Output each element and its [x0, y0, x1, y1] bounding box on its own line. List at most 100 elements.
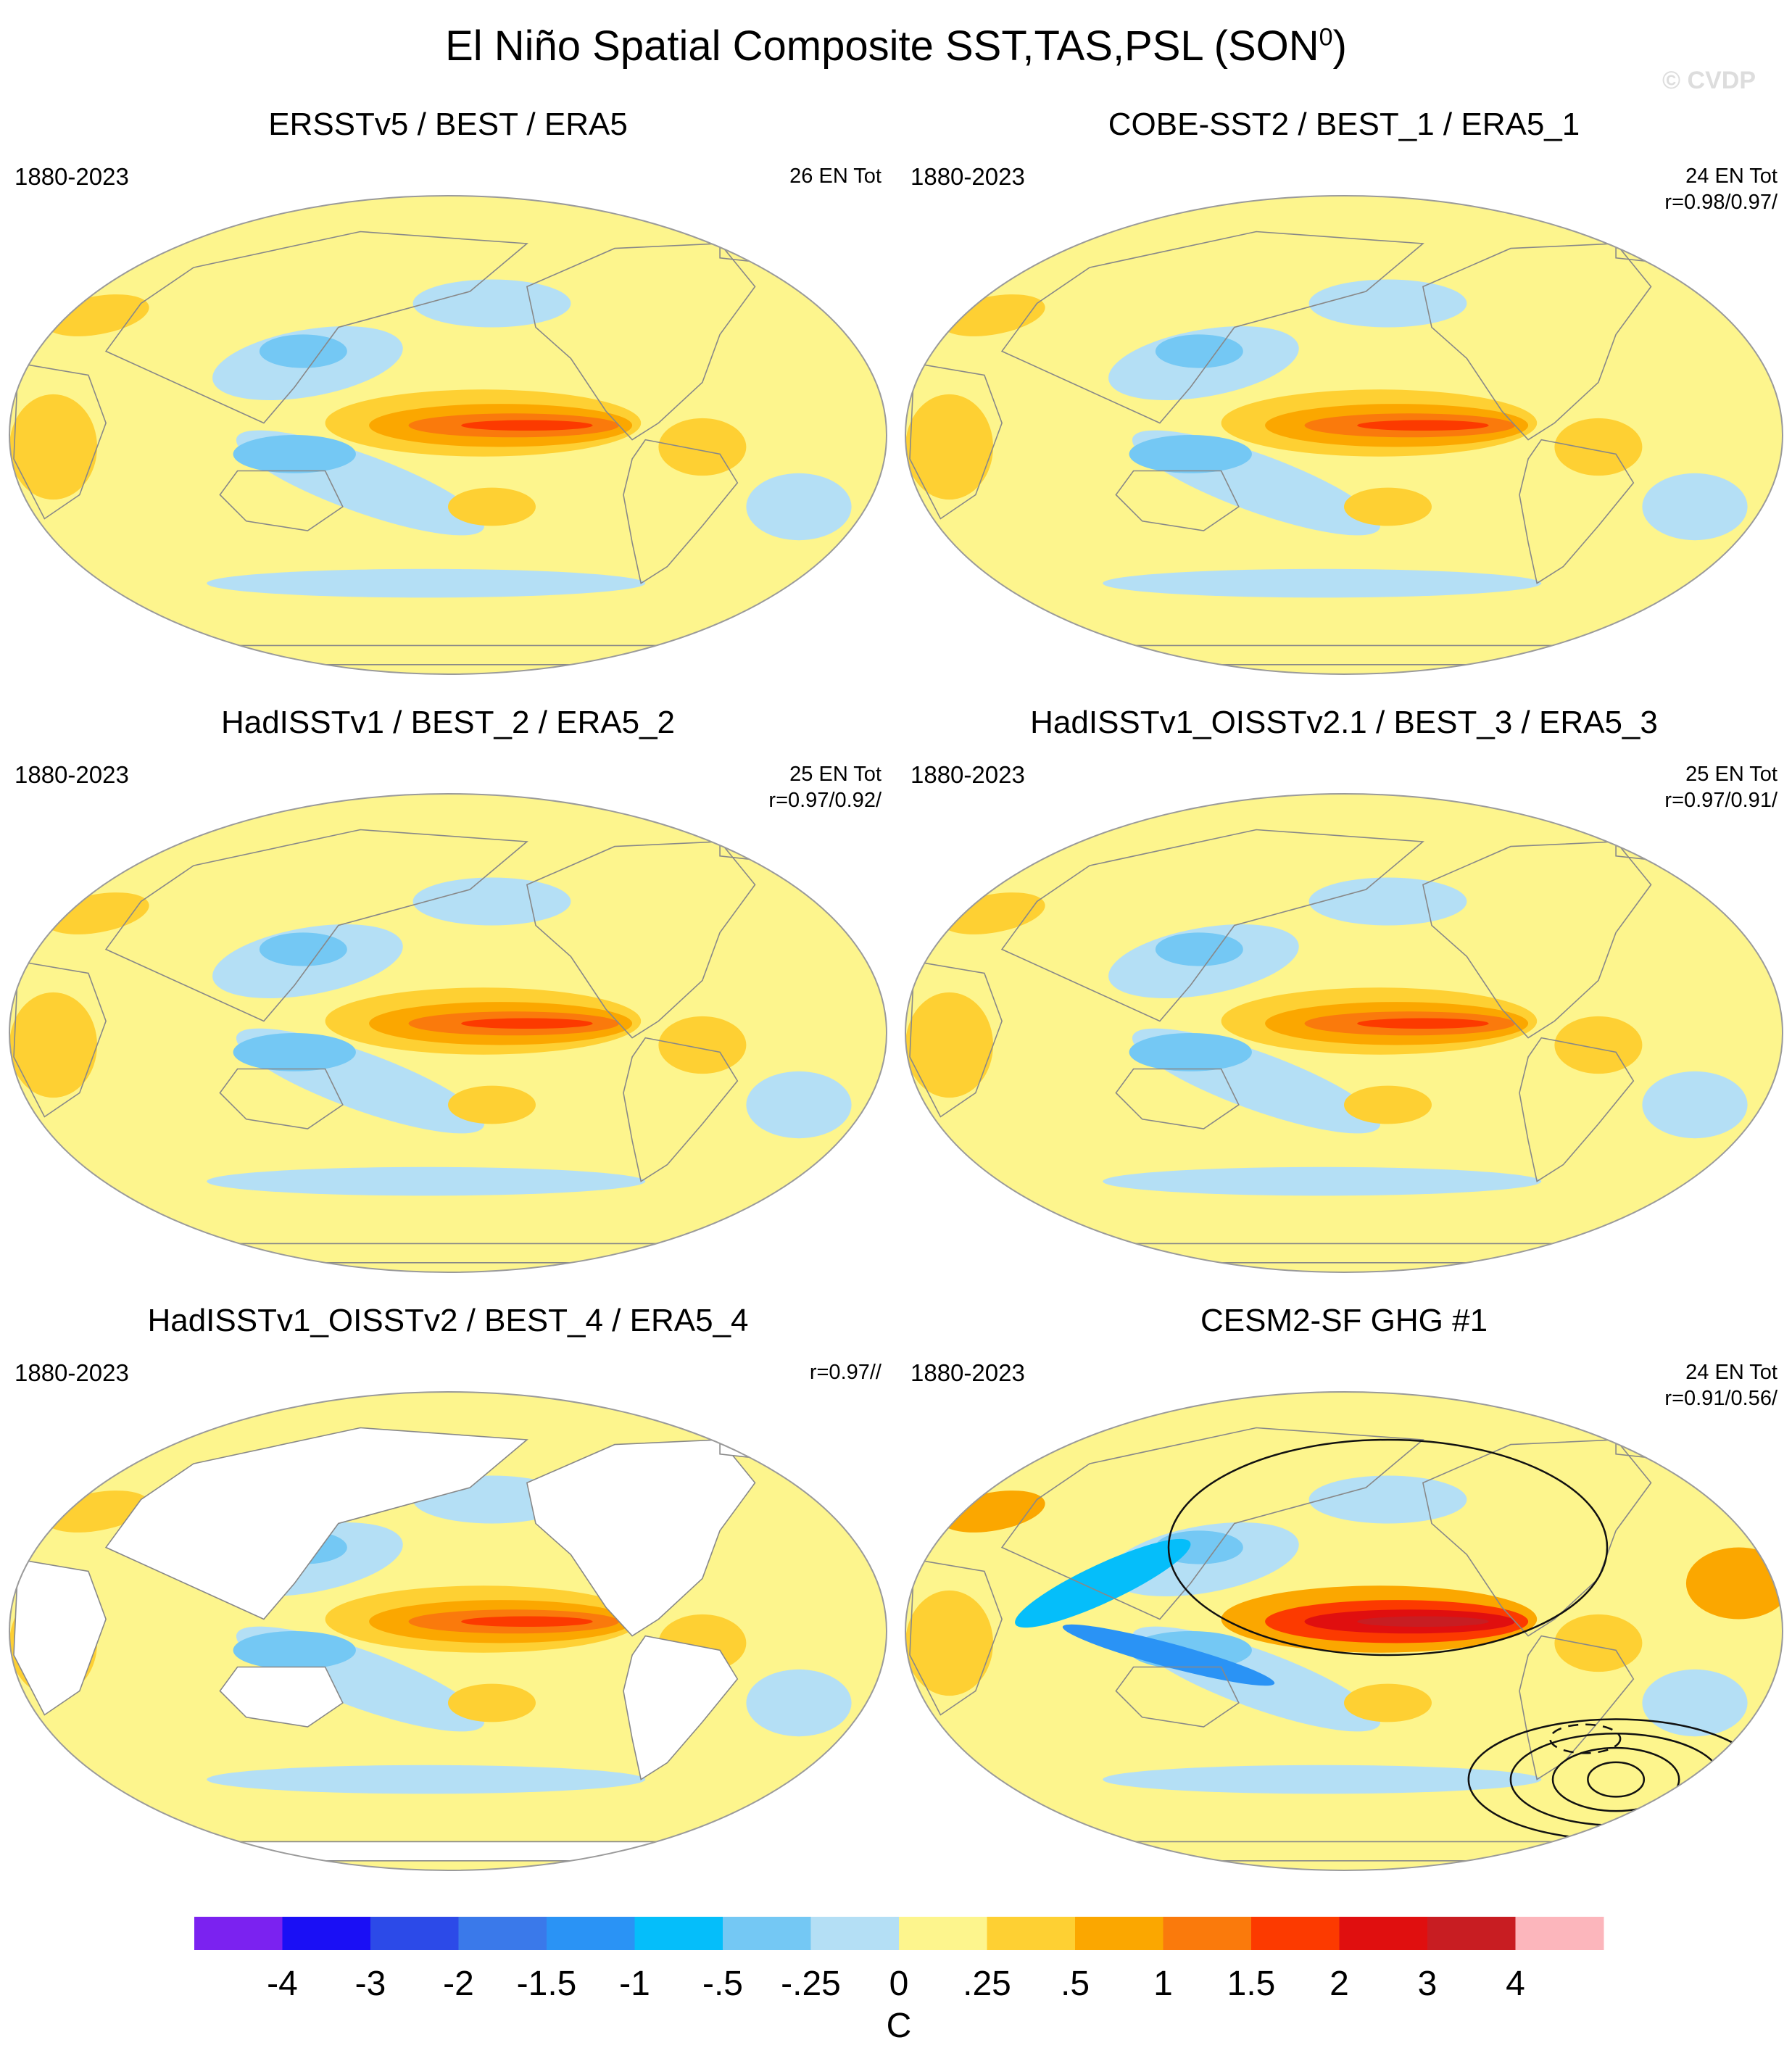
north-america-land [1422, 841, 1652, 1039]
map-outline [9, 195, 887, 675]
amazon-warm [1554, 1614, 1643, 1672]
colorbar-tick-label: 4 [1506, 1965, 1525, 2003]
amazon-warm [1554, 418, 1643, 476]
asia-land [1000, 829, 1424, 1022]
north-america-land [526, 1439, 756, 1637]
panel-stats: 25 EN Tot r=0.97/0.91/ [1664, 763, 1778, 812]
colorbar-tick-label: .25 [963, 1965, 1011, 2003]
maritime-continent-cool [1062, 1624, 1275, 1686]
north-america-land [1422, 243, 1652, 441]
nino-tongue-peak [461, 1616, 593, 1628]
warm-pool-cool [1129, 1033, 1252, 1071]
colorbar-tick-label: .5 [1061, 1965, 1090, 2003]
panel-stats: 25 EN Tot r=0.97/0.92/ [768, 763, 882, 812]
colorbar-swatch [1075, 1917, 1163, 1950]
indian-ocean-warm [9, 992, 97, 1098]
panel-years: 1880-2023 [910, 1359, 1025, 1386]
indian-ocean-warm [905, 992, 993, 1098]
colorbar-swatch [1339, 1917, 1428, 1950]
south-pacific-warm [1344, 1683, 1432, 1722]
southern-ocean-cool [1103, 1765, 1542, 1794]
panel-years: 1880-2023 [910, 761, 1025, 788]
africa-land [13, 362, 107, 520]
kuroshio-cool-core [259, 932, 347, 966]
amazon-warm [658, 1016, 747, 1074]
south-pacific-warm [448, 487, 536, 526]
southern-ocean-cool [1103, 568, 1542, 598]
south-america-land [623, 439, 739, 584]
map-panel-cesm2-sf-ghg: CESM2-SF GHG #1 1880-2023 24 EN Tot r=0.… [896, 1301, 1792, 1903]
colorbar-tick-label: -1.5 [517, 1965, 577, 2003]
west-pacific-cool [1015, 1538, 1191, 1628]
africa-land [909, 1559, 1003, 1716]
australia-land [219, 470, 344, 531]
cvdp-watermark: © CVDP [1662, 67, 1756, 94]
north-pacific-cool [1308, 1475, 1467, 1524]
composite-map [905, 1391, 1783, 1871]
map-panel-cobe-sst2: COBE-SST2 / BEST_1 / ERA5_1 1880-2023 24… [896, 105, 1792, 707]
asia-land [104, 829, 528, 1022]
colorbar-swatch [987, 1917, 1076, 1950]
warm-pool-cool [233, 1033, 356, 1071]
asia-land [104, 231, 528, 424]
south-pacific-warm [1344, 1085, 1432, 1124]
africa-land [13, 1559, 107, 1716]
south-america-land [1519, 1037, 1635, 1182]
australia-land [219, 1666, 344, 1728]
south-america-land [623, 1037, 739, 1182]
nino-tongue-peak [1357, 420, 1489, 431]
composite-map [9, 793, 887, 1273]
southern-ocean-cool [1103, 1166, 1542, 1196]
psl-contour-broad [1167, 1438, 1609, 1657]
amazon-warm [658, 418, 747, 476]
colorbar-tick-label: -4 [267, 1965, 298, 2003]
colorbar-swatch [194, 1917, 283, 1950]
map-outline [905, 1391, 1783, 1871]
panel-years: 1880-2023 [910, 163, 1025, 190]
nino-tongue-peak [461, 420, 593, 431]
south-pacific-warm [448, 1085, 536, 1124]
colorbar-tick-label: -2 [443, 1965, 474, 2003]
colorbar-swatch [810, 1917, 900, 1950]
north-pacific-cool [412, 877, 571, 926]
panel-title: ERSSTv5 / BEST / ERA5 [268, 107, 628, 142]
south-atlantic-cool [1642, 1071, 1748, 1139]
colorbar-tick-label: 0 [889, 1965, 909, 2003]
south-pacific-warm [1344, 487, 1432, 526]
colorbar-swatch [1427, 1917, 1516, 1950]
kuroshio-cool-core [1155, 932, 1243, 966]
map-outline [905, 793, 1783, 1273]
indian-ocean-warm [905, 1590, 993, 1696]
kuroshio-cool-core [259, 334, 347, 368]
panel-stats: 24 EN Tot r=0.91/0.56/ [1664, 1361, 1778, 1410]
colorbar-swatch [634, 1917, 723, 1950]
nino-tongue-peak [1357, 1018, 1489, 1029]
north-pacific-cool [1308, 877, 1467, 926]
colorbar-swatch [547, 1917, 635, 1950]
psl-contour-ring [1587, 1761, 1646, 1798]
panel-title: COBE-SST2 / BEST_1 / ERA5_1 [1108, 107, 1580, 142]
composite-map [905, 195, 1783, 675]
colorbar-swatch [370, 1917, 459, 1950]
south-atlantic-cool [746, 1669, 852, 1737]
psl-contour-negative [1549, 1723, 1622, 1754]
south-atlantic-cool [746, 1071, 852, 1139]
south-pacific-warm [448, 1683, 536, 1722]
map-panel-hadisstv1-oisstv2-1: HadISSTv1_OISSTv2.1 / BEST_3 / ERA5_3 18… [896, 703, 1792, 1305]
south-america-land [1519, 1635, 1635, 1780]
colorbar-tick-label: -.25 [781, 1965, 841, 2003]
kuroshio-cool-core [1155, 334, 1243, 368]
colorbar-tick-label: 1 [1153, 1965, 1173, 2003]
map-field [905, 196, 1783, 674]
composite-map [905, 793, 1783, 1273]
colorbar-swatch [282, 1917, 371, 1950]
figure-title: El Niño Spatial Composite SST,TAS,PSL (S… [445, 22, 1347, 70]
map-outline [9, 793, 887, 1273]
australia-land [1115, 1666, 1240, 1728]
antarctica-land [184, 1841, 712, 1862]
africa-land [13, 961, 107, 1118]
panel-title: HadISSTv1_OISSTv2 / BEST_4 / ERA5_4 [147, 1303, 749, 1338]
australia-land [219, 1068, 344, 1129]
southern-ocean-cool [207, 568, 646, 598]
warm-pool-cool [233, 1631, 356, 1670]
